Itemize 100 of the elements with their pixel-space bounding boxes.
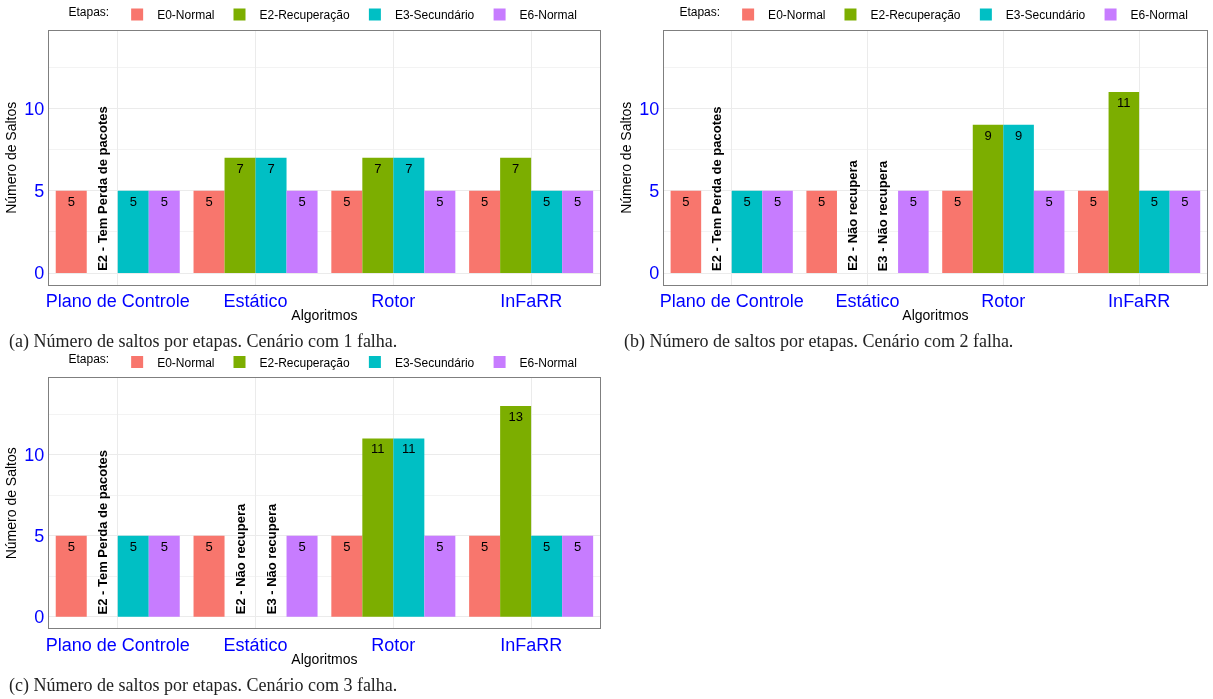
- legend-label: E6-Normal: [519, 355, 577, 370]
- data-label: 5: [343, 193, 351, 209]
- data-label: 7: [405, 160, 413, 176]
- x-tick-label: InFaRR: [500, 634, 563, 655]
- bar: [670, 190, 702, 274]
- x-tick-label: Plano de Controle: [659, 291, 804, 312]
- x-axis-title: Algoritmos: [902, 307, 969, 324]
- legend-label: E3-Secundário: [394, 355, 475, 370]
- legend-title: Etapas:: [679, 4, 721, 19]
- bar: [55, 535, 87, 617]
- y-tick-label: 10: [24, 444, 45, 465]
- bar: [331, 535, 363, 617]
- legend-label: E6-Normal: [1130, 8, 1188, 23]
- legend-label: E2-Recuperação: [259, 355, 350, 370]
- text: (b) Número de saltos por etapas. Cenário com 2 falha.: [624, 331, 1014, 352]
- y-axis-title: Número de Saltos: [2, 101, 19, 214]
- legend-label: E3-Secundário: [394, 8, 475, 23]
- x-tick-label: InFaRR: [500, 291, 563, 312]
- data-label: 7: [374, 160, 382, 176]
- data-label: 5: [543, 193, 551, 209]
- bar: [762, 190, 793, 274]
- bar: [117, 535, 149, 617]
- x-tick-label: Plano de Controle: [45, 291, 190, 312]
- data-label: 9: [1014, 127, 1023, 143]
- data-label: 11: [1117, 94, 1131, 110]
- x-axis-title: Algoritmos: [291, 651, 358, 667]
- data-label: 5: [1045, 193, 1053, 209]
- y-tick-label: 10: [639, 98, 660, 119]
- x-tick-label: Rotor: [371, 634, 416, 655]
- x-tick-label: Plano de Controle: [45, 634, 190, 655]
- legend-label: E6-Normal: [519, 8, 577, 23]
- bar: [424, 535, 456, 617]
- y-tick-label: 0: [649, 263, 660, 284]
- bar: [1003, 124, 1034, 274]
- bar: [942, 190, 973, 274]
- annotation: E2 - Tem Perda de pacotes: [95, 450, 110, 615]
- text: (a) Número de saltos por etapas. Cenário com 1 falha.: [9, 331, 398, 352]
- bar: [393, 438, 425, 617]
- data-label: 5: [543, 538, 551, 554]
- data-label: 9: [984, 127, 992, 143]
- data-label: 5: [129, 193, 137, 209]
- data-label: 5: [160, 538, 168, 554]
- bar: [286, 535, 318, 617]
- legend-label: E0-Normal: [157, 355, 215, 370]
- data-label: 5: [743, 193, 751, 209]
- x-tick-label: Estático: [223, 291, 288, 312]
- data-label: 7: [512, 160, 520, 176]
- bar: [1033, 190, 1065, 274]
- y-tick-label: 5: [649, 181, 660, 202]
- data-label: 5: [343, 538, 351, 554]
- legend-title: Etapas:: [68, 4, 110, 19]
- legend-label: E2-Recuperação: [870, 8, 961, 23]
- bar: [898, 190, 929, 274]
- bar: [1169, 190, 1201, 274]
- data-label: 5: [953, 193, 962, 209]
- data-label: 11: [402, 441, 416, 457]
- data-label: 5: [205, 538, 213, 554]
- data-label: 5: [574, 538, 582, 554]
- data-label: 5: [436, 538, 444, 554]
- annotation: E2 - Não recupera: [232, 502, 248, 615]
- y-axis-title: Número de Saltos: [2, 447, 19, 560]
- data-label: 5: [1181, 193, 1189, 209]
- data-label: 5: [773, 193, 782, 209]
- y-tick-label: 5: [34, 181, 45, 202]
- text: (c) Número de saltos por etapas. Cenário com 3 falha.: [9, 675, 398, 696]
- annotation: E3 - Não recupera: [263, 502, 279, 615]
- data-label: 5: [1150, 193, 1159, 209]
- bar: [1139, 190, 1170, 274]
- data-label: 5: [298, 193, 306, 209]
- legend-title: Etapas:: [68, 352, 110, 367]
- annotation: E3 - Não recupera: [875, 160, 891, 272]
- data-label: 5: [67, 193, 75, 209]
- data-label: 13: [508, 409, 523, 425]
- legend-label: E0-Normal: [768, 8, 826, 23]
- x-axis-title: Algoritmos: [291, 307, 358, 324]
- annotation: E2 - Tem Perda de pacotes: [708, 106, 724, 271]
- data-label: 5: [205, 193, 213, 209]
- bar: [972, 124, 1004, 274]
- legend-label: E2-Recuperação: [259, 8, 350, 23]
- x-tick-label: Rotor: [981, 291, 1026, 312]
- data-label: 5: [481, 538, 489, 554]
- bar: [731, 190, 763, 274]
- data-label: 7: [236, 160, 244, 176]
- data-label: 5: [481, 193, 489, 209]
- y-axis-title: Número de Saltos: [617, 101, 634, 214]
- bar: [806, 190, 837, 274]
- x-tick-label: Estático: [835, 291, 900, 312]
- bar: [500, 406, 532, 617]
- legend-label: E0-Normal: [157, 8, 215, 23]
- annotation: E2 - Tem Perda de pacotes: [94, 106, 110, 271]
- data-label: 5: [298, 538, 306, 554]
- data-label: 5: [67, 538, 75, 554]
- x-tick-label: Estático: [223, 634, 288, 655]
- data-label: 7: [267, 160, 275, 176]
- data-label: 5: [818, 193, 826, 209]
- bar: [148, 535, 180, 617]
- bar: [562, 535, 594, 617]
- y-tick-label: 0: [34, 607, 45, 628]
- data-label: 5: [574, 193, 582, 209]
- x-tick-label: InFaRR: [1108, 291, 1171, 312]
